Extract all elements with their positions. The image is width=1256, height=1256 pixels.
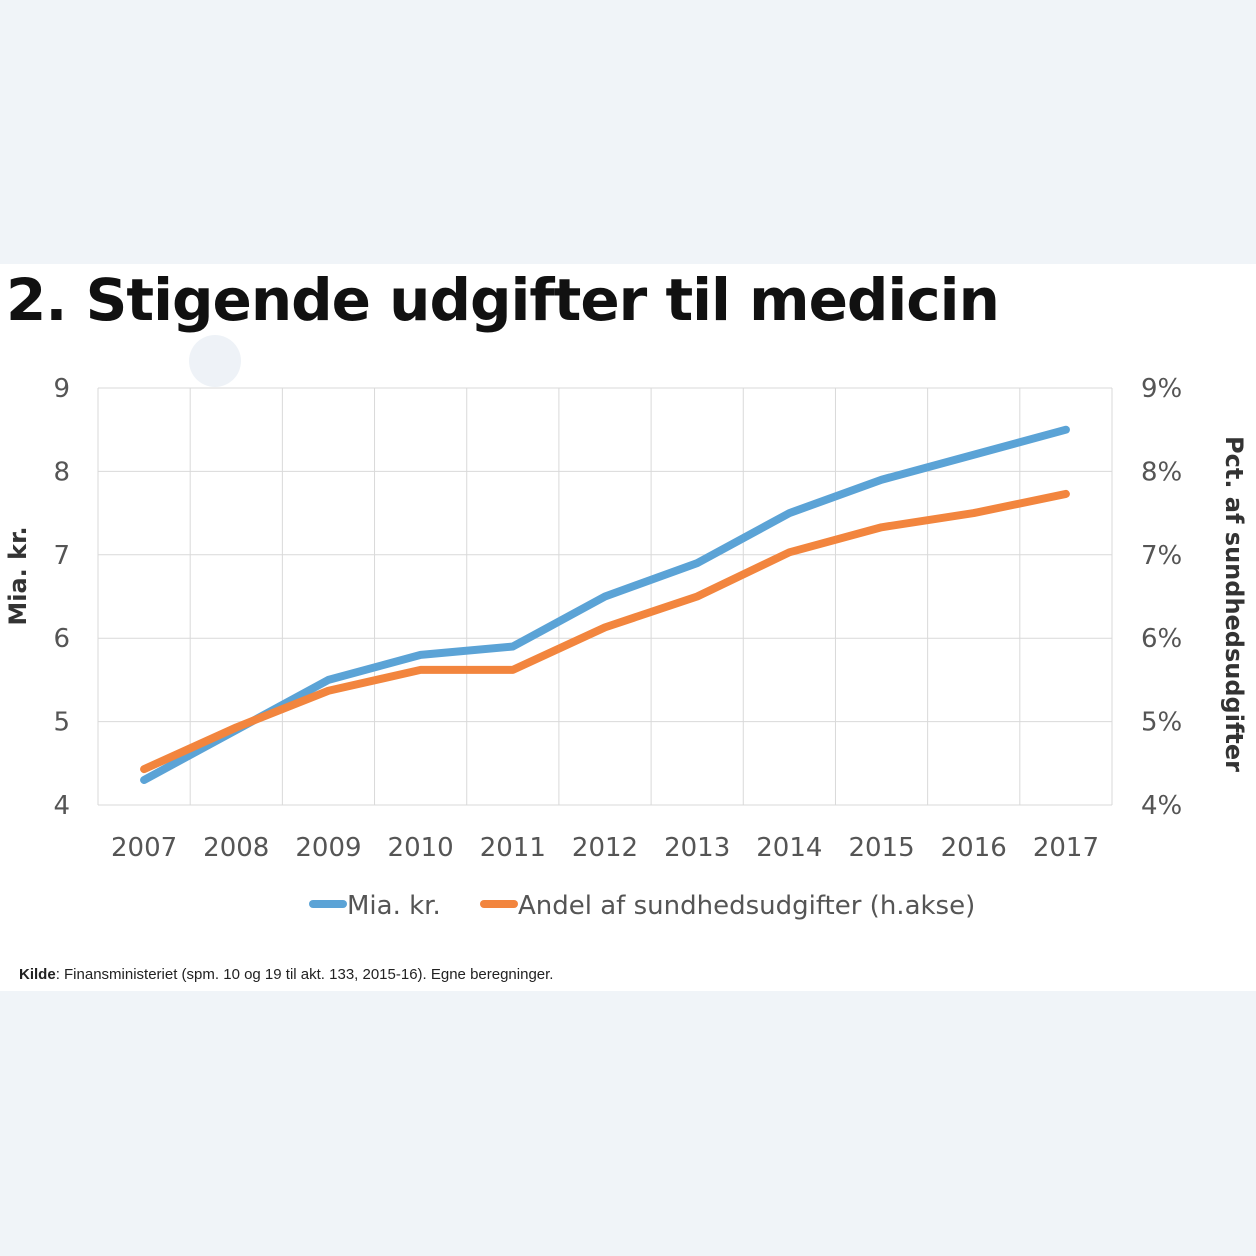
- x-tick-label: 2014: [756, 833, 822, 863]
- x-tick-label: 2015: [848, 833, 914, 863]
- right-tick-label: 6%: [1141, 624, 1182, 654]
- right-tick-label: 8%: [1141, 457, 1182, 487]
- x-tick-label: 2011: [480, 833, 546, 863]
- x-tick-label: 2009: [295, 833, 361, 863]
- right-tick-label: 7%: [1141, 541, 1182, 571]
- chart-title: 2. Stigende udgifter til medicin: [6, 266, 1000, 334]
- series-line-mia-kr: [140, 425, 1070, 784]
- decorative-dot: [189, 335, 241, 387]
- left-axis-title: Mia. kr.: [4, 526, 32, 625]
- right-tick-label: 9%: [1141, 374, 1182, 404]
- right-tick-label: 5%: [1141, 708, 1182, 738]
- source-note: Kilde: Finansministeriet (spm. 10 og 19 …: [19, 966, 553, 983]
- x-tick-label: 2016: [941, 833, 1007, 863]
- source-text: : Finansministeriet (spm. 10 og 19 til a…: [55, 966, 554, 983]
- grid-lines: [97, 387, 1113, 806]
- legend: Mia. kr. Andel af sundhedsudgifter (h.aks…: [309, 891, 975, 921]
- left-tick-label: 4: [53, 791, 70, 821]
- series-lines: [140, 425, 1070, 784]
- left-tick-label: 7: [53, 541, 70, 571]
- legend-label: Andel af sundhedsudgifter (h.akse): [518, 891, 975, 921]
- series-line-andel: [140, 489, 1070, 774]
- x-tick-label: 2013: [664, 833, 730, 863]
- x-tick-label: 2008: [203, 833, 269, 863]
- source-label: Kilde: [19, 966, 56, 983]
- left-tick-label: 5: [53, 708, 70, 738]
- x-tick-label: 2007: [111, 833, 177, 863]
- x-tick-label: 2010: [388, 833, 454, 863]
- x-tick-label: 2017: [1033, 833, 1099, 863]
- left-axis-ticks: 4 5 6 7 8 9: [53, 374, 70, 821]
- right-tick-label: 4%: [1141, 791, 1182, 821]
- right-axis-ticks: 4% 5% 6% 7% 8% 9%: [1141, 374, 1182, 821]
- x-tick-label: 2012: [572, 833, 638, 863]
- legend-label: Mia. kr.: [347, 891, 441, 921]
- x-axis-ticks: 2007 2008 2009 2010 2011 2012 2013 2014 2015 2016…: [111, 833, 1099, 863]
- right-axis-title: Pct. af sundhedsudgifter: [1220, 436, 1248, 772]
- left-tick-label: 9: [53, 374, 70, 404]
- left-tick-label: 8: [53, 457, 70, 487]
- left-tick-label: 6: [53, 624, 70, 654]
